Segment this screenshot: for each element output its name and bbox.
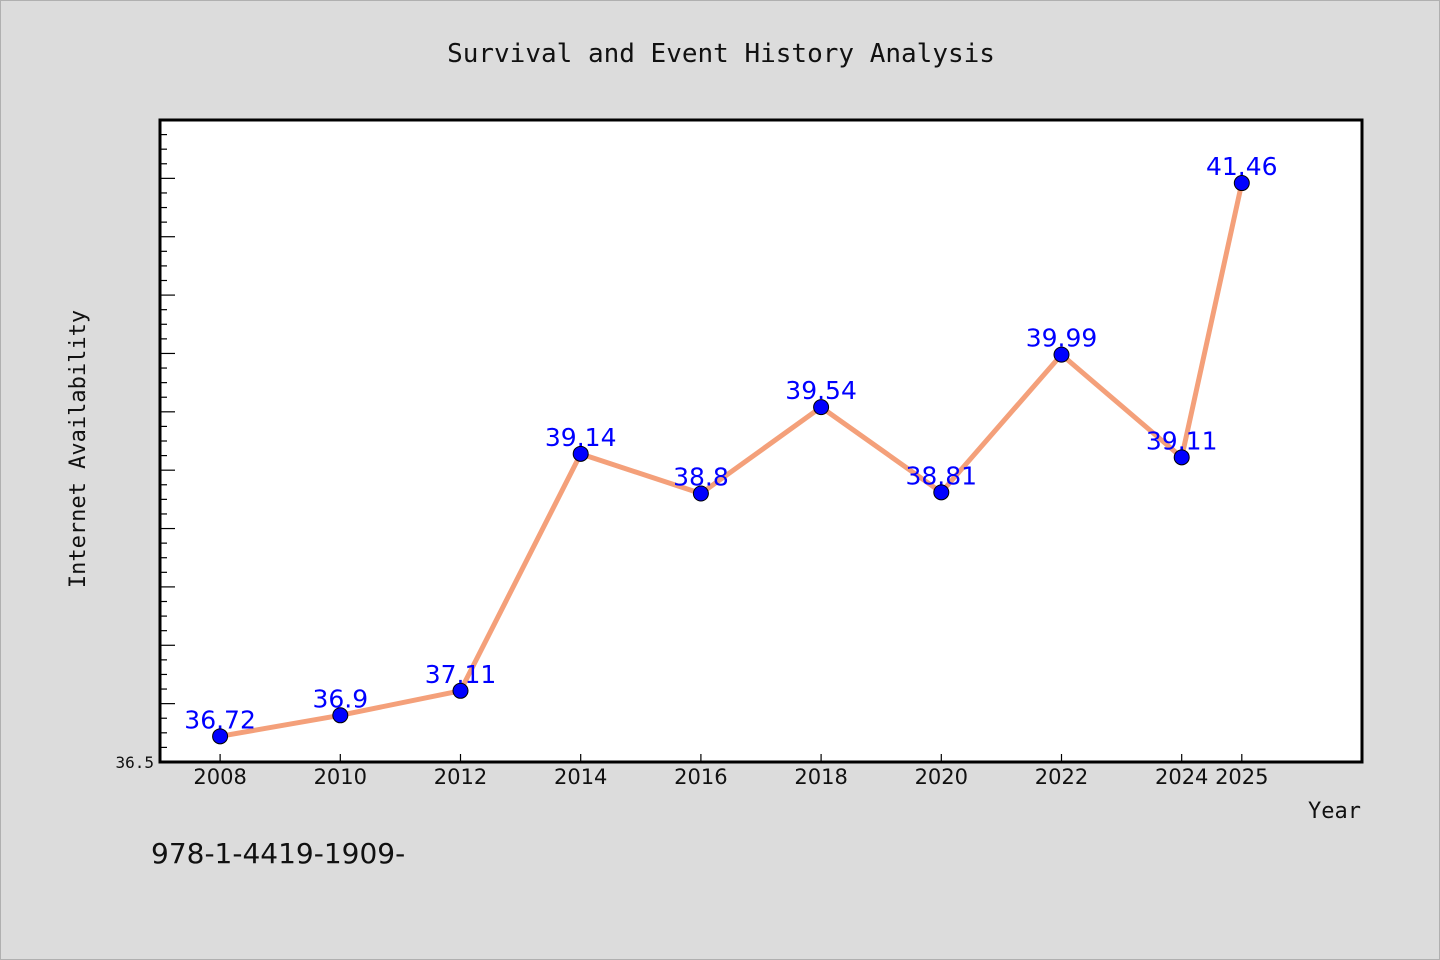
data-label: 39.11 (1146, 426, 1218, 455)
data-point (572, 445, 589, 462)
chart-title: Survival and Event History Analysis (447, 39, 995, 69)
data-label: 39.54 (785, 376, 857, 405)
data-point (692, 485, 709, 502)
data-point (1233, 175, 1250, 192)
data-point (1053, 346, 1070, 363)
data-label: 38.81 (906, 461, 978, 490)
x-tick-label: 2008 (193, 765, 246, 789)
data-label: 39.14 (545, 423, 617, 452)
series-line (219, 182, 1245, 739)
data-labels: 36.72 36.9 37.11 39.14 38.8 39.54 38.81 39.99 39… (184, 152, 1277, 734)
x-tick-label: 2014 (554, 765, 607, 789)
data-label: 36.9 (312, 684, 368, 713)
data-label: 39.99 (1026, 324, 1098, 353)
footer-text: 978-1-4419-1909- (151, 837, 405, 870)
data-point (813, 399, 830, 416)
y-axis-label: Internet Availability (66, 310, 91, 588)
data-point (332, 707, 349, 724)
x-tick-label: 2020 (915, 765, 968, 789)
x-tick-label: 2022 (1035, 765, 1088, 789)
x-axis-ticks: 2008 2010 2012 2014 2016 2018 2020 2022 2024 2025 (193, 754, 1269, 789)
data-point (452, 682, 469, 699)
data-point (933, 484, 950, 501)
x-tick-label: 2024 (1155, 765, 1208, 789)
data-point (1173, 449, 1190, 466)
y-axis-ticks: 36.5 (115, 119, 175, 772)
data-label: 38.8 (673, 463, 729, 492)
data-markers (212, 175, 1250, 745)
x-tick-label: 2018 (794, 765, 847, 789)
x-tick-label: 2025 (1215, 765, 1268, 789)
x-tick-label: 2010 (314, 765, 367, 789)
x-axis-label: Year (1308, 799, 1361, 824)
y-tick-label: 36.5 (115, 753, 154, 772)
x-tick-label: 2012 (434, 765, 487, 789)
data-label: 37.11 (425, 660, 497, 689)
data-point (212, 728, 229, 745)
x-tick-label: 2016 (674, 765, 727, 789)
data-label: 36.72 (184, 705, 256, 734)
data-label: 41.46 (1206, 152, 1278, 181)
